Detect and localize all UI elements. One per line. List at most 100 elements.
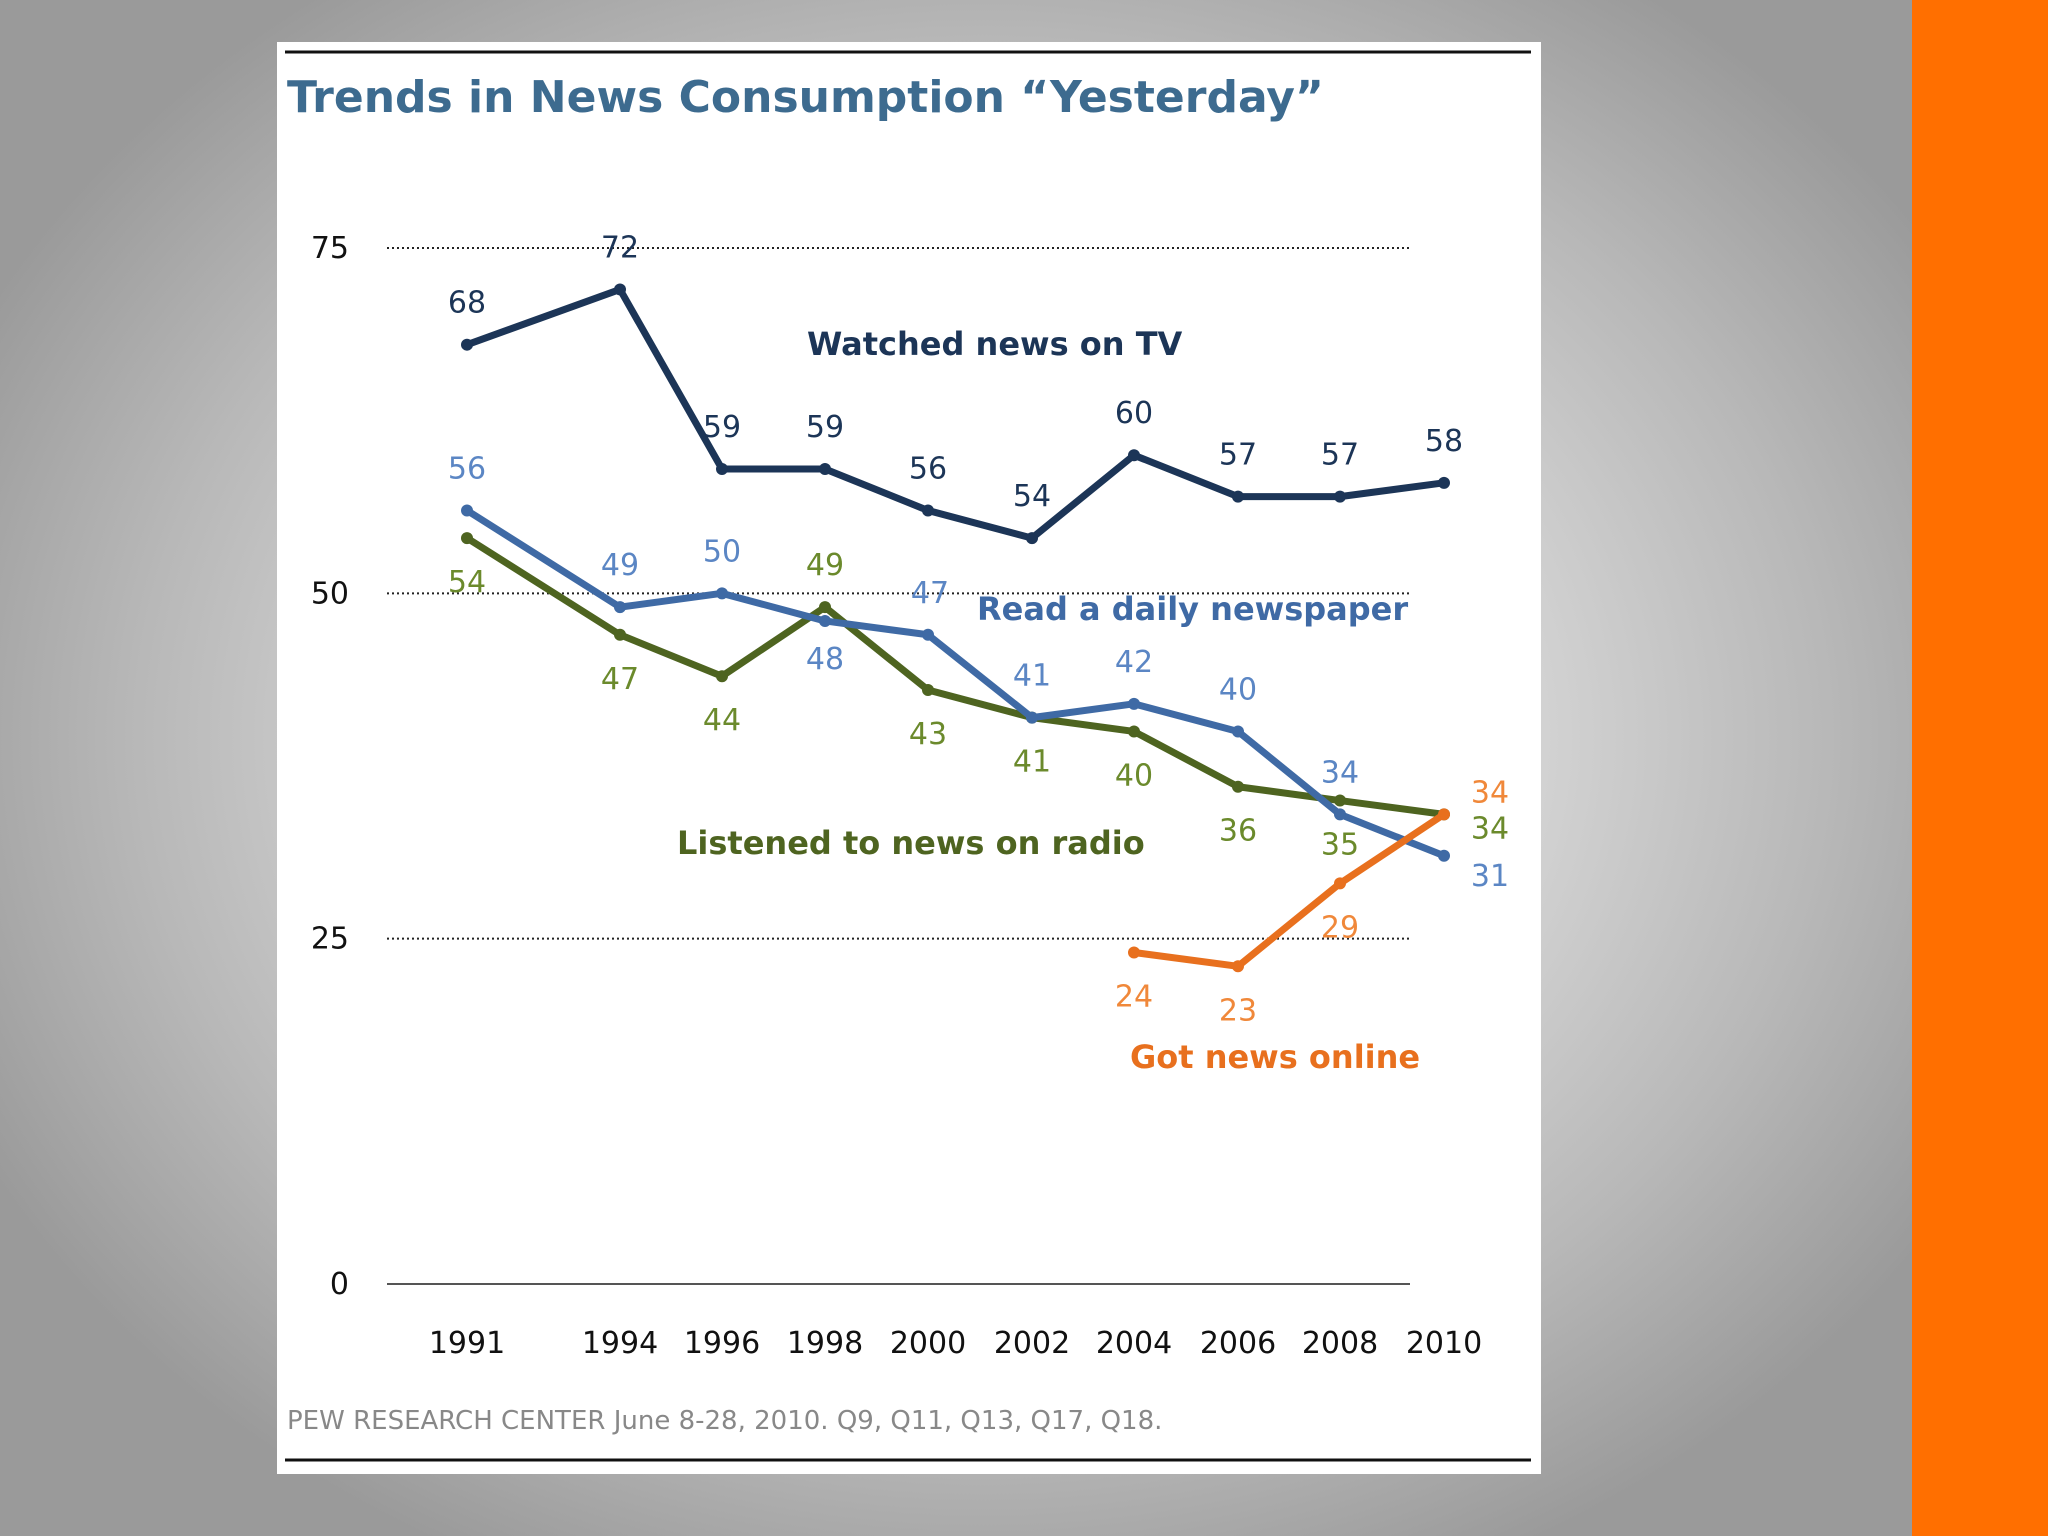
accent-bar — [1912, 0, 2048, 1536]
series-line-0 — [465, 285, 1445, 542]
data-point — [1438, 808, 1450, 821]
data-label: 59 — [806, 410, 844, 445]
series-name-label: Listened to news on radio — [677, 824, 1145, 862]
x-tick-label: 2004 — [1096, 1326, 1172, 1361]
x-tick-label: 2008 — [1302, 1326, 1378, 1361]
data-point — [1128, 449, 1140, 462]
data-point — [1128, 946, 1140, 959]
data-point — [1334, 877, 1346, 890]
data-point — [1438, 476, 1450, 489]
y-tick-label: 75 — [311, 231, 349, 266]
data-label: 24 — [1115, 979, 1153, 1014]
data-label: 41 — [1013, 745, 1051, 780]
series-line-2 — [465, 535, 1445, 818]
data-label: 43 — [909, 717, 947, 752]
series-name-label: Read a daily newspaper — [977, 590, 1408, 628]
data-point — [1026, 711, 1038, 724]
data-point — [819, 614, 831, 627]
series-name-label: Got news online — [1130, 1038, 1420, 1076]
data-point — [1232, 725, 1244, 738]
data-label: 44 — [703, 703, 741, 738]
data-point — [614, 283, 626, 296]
data-label: 54 — [1013, 479, 1051, 514]
data-label: 58 — [1425, 424, 1463, 459]
data-label: 47 — [601, 662, 639, 697]
data-point — [1334, 490, 1346, 503]
y-tick-label: 25 — [311, 922, 349, 957]
y-tick-label: 50 — [311, 576, 349, 611]
data-point — [1026, 532, 1038, 545]
data-label: 50 — [703, 534, 741, 569]
x-axis-ticks: 1991 1994 1996 1998 2000 2002 2004 2006 2008 2010 — [429, 1326, 1482, 1361]
data-label: 47 — [911, 576, 949, 611]
data-point — [1232, 490, 1244, 503]
data-point — [614, 628, 626, 641]
data-label: 23 — [1219, 993, 1257, 1028]
chart-card: Trends in News Consumption “Yesterday” 0… — [277, 42, 1541, 1474]
data-point — [1232, 780, 1244, 793]
data-point — [461, 338, 473, 351]
y-tick-label: 0 — [330, 1267, 349, 1302]
series-line-1 — [465, 507, 1446, 860]
data-label: 34 — [1471, 811, 1509, 846]
x-tick-label: 1996 — [684, 1326, 760, 1361]
data-label: 48 — [806, 642, 844, 677]
series-names: Watched news on TV Read a daily newspaper… — [677, 325, 1420, 1076]
data-label: 31 — [1471, 859, 1509, 894]
data-label: 35 — [1321, 828, 1359, 863]
data-label: 60 — [1115, 396, 1153, 431]
data-labels: 68 72 59 59 56 54 60 57 57 58 54 47 44 49 43 41 40 36 35 34… — [448, 230, 1509, 1028]
data-point — [614, 601, 626, 614]
y-axis-ticks: 0 25 50 75 — [311, 231, 349, 1302]
x-tick-label: 2010 — [1406, 1326, 1482, 1361]
series-layer — [461, 283, 1450, 973]
source-note: PEW RESEARCH CENTER June 8-28, 2010. Q9,… — [287, 1406, 1162, 1436]
x-tick-label: 1998 — [787, 1326, 863, 1361]
data-point — [461, 532, 473, 545]
x-tick-label: 1994 — [582, 1326, 658, 1361]
x-tick-label: 1991 — [429, 1326, 505, 1361]
data-label: 57 — [1321, 438, 1359, 473]
x-tick-label: 2006 — [1200, 1326, 1276, 1361]
data-label: 34 — [1321, 755, 1359, 790]
data-point — [716, 463, 728, 476]
series-line-3 — [1133, 811, 1446, 970]
data-point — [1128, 725, 1140, 738]
data-label: 72 — [601, 230, 639, 265]
data-point — [819, 463, 831, 476]
data-point — [1334, 794, 1346, 807]
data-label: 41 — [1013, 659, 1051, 694]
data-point — [716, 587, 728, 600]
data-point — [1334, 808, 1346, 821]
data-point — [716, 670, 728, 683]
data-label: 42 — [1115, 645, 1153, 680]
data-point — [819, 601, 831, 614]
data-label: 29 — [1321, 910, 1359, 945]
data-label: 40 — [1219, 672, 1257, 707]
data-label: 34 — [1471, 775, 1509, 810]
line-chart: Trends in News Consumption “Yesterday” 0… — [285, 50, 1531, 1462]
data-label: 54 — [448, 565, 486, 600]
gridlines — [387, 247, 1410, 1285]
x-tick-label: 2002 — [994, 1326, 1070, 1361]
data-point — [461, 504, 473, 517]
data-label: 56 — [909, 451, 947, 486]
series-name-label: Watched news on TV — [807, 325, 1183, 363]
data-label: 57 — [1219, 438, 1257, 473]
data-point — [1128, 697, 1140, 710]
chart-title: Trends in News Consumption “Yesterday” — [287, 72, 1324, 123]
data-label: 49 — [806, 548, 844, 583]
data-point — [922, 684, 934, 697]
data-point — [922, 504, 934, 517]
data-label: 36 — [1219, 814, 1257, 849]
data-label: 59 — [703, 410, 741, 445]
data-label: 40 — [1115, 758, 1153, 793]
x-tick-label: 2000 — [890, 1326, 966, 1361]
data-point — [922, 628, 934, 641]
data-point — [1232, 960, 1244, 973]
data-label: 68 — [448, 286, 486, 321]
data-label: 56 — [448, 451, 486, 486]
data-label: 49 — [601, 548, 639, 583]
data-point — [1438, 849, 1450, 862]
